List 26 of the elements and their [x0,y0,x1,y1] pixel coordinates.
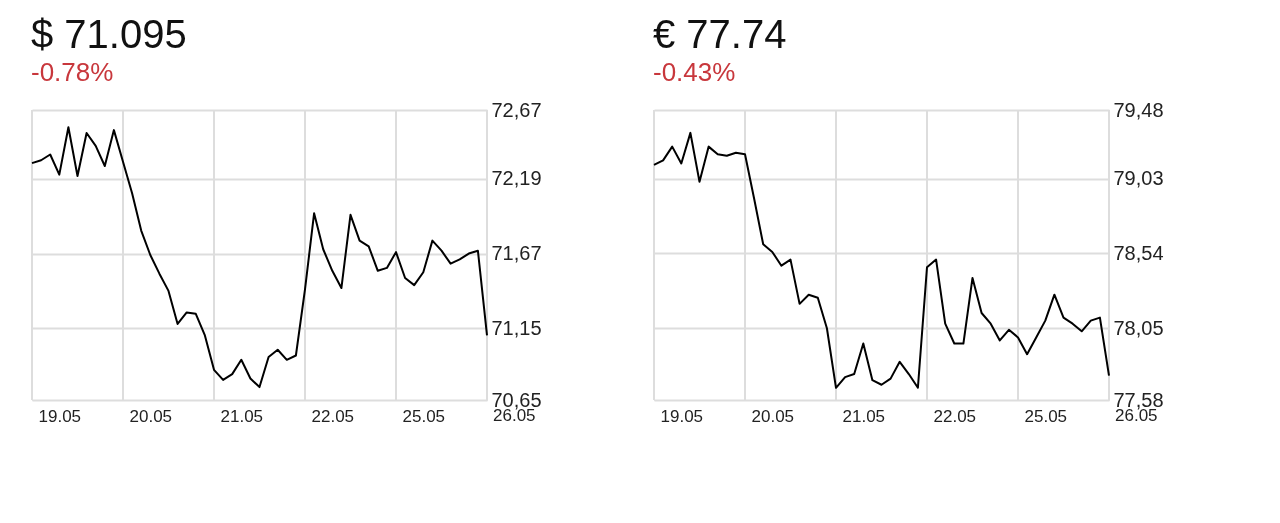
x-tick-label: 22.05 [933,406,977,426]
y-tick-label: 70,65 [491,388,542,411]
x-tick-label: 21.05 [220,406,264,426]
x-tick-label: 25.05 [402,406,446,426]
x-tick-label: 19.05 [660,406,704,426]
y-tick-label: 79,48 [1113,98,1164,121]
chart-title: € 77.74 [653,12,787,56]
y-tick-label: 71,67 [491,242,542,265]
x-tick-label: 20.05 [129,406,173,426]
y-tick-label: 72,67 [491,98,542,121]
y-tick-label: 77,58 [1113,388,1164,411]
x-tick-label: 25.05 [1024,406,1068,426]
y-tick-label: 79,03 [1113,167,1164,190]
chart-title: $ 71.095 [31,12,187,56]
y-tick-label: 71,15 [491,316,542,339]
chart-subtitle: -0.78% [31,57,114,87]
y-tick-label: 78,54 [1113,241,1164,264]
y-tick-label: 72,19 [491,167,542,190]
x-tick-label: 19.05 [38,406,82,426]
x-tick-label: 21.05 [842,406,886,426]
y-tick-label: 78,05 [1113,316,1164,339]
x-tick-label: 22.05 [311,406,355,426]
line-series [653,131,1110,389]
x-tick-label: 20.05 [751,406,795,426]
chart-subtitle: -0.43% [653,57,736,87]
line-series [31,126,488,389]
